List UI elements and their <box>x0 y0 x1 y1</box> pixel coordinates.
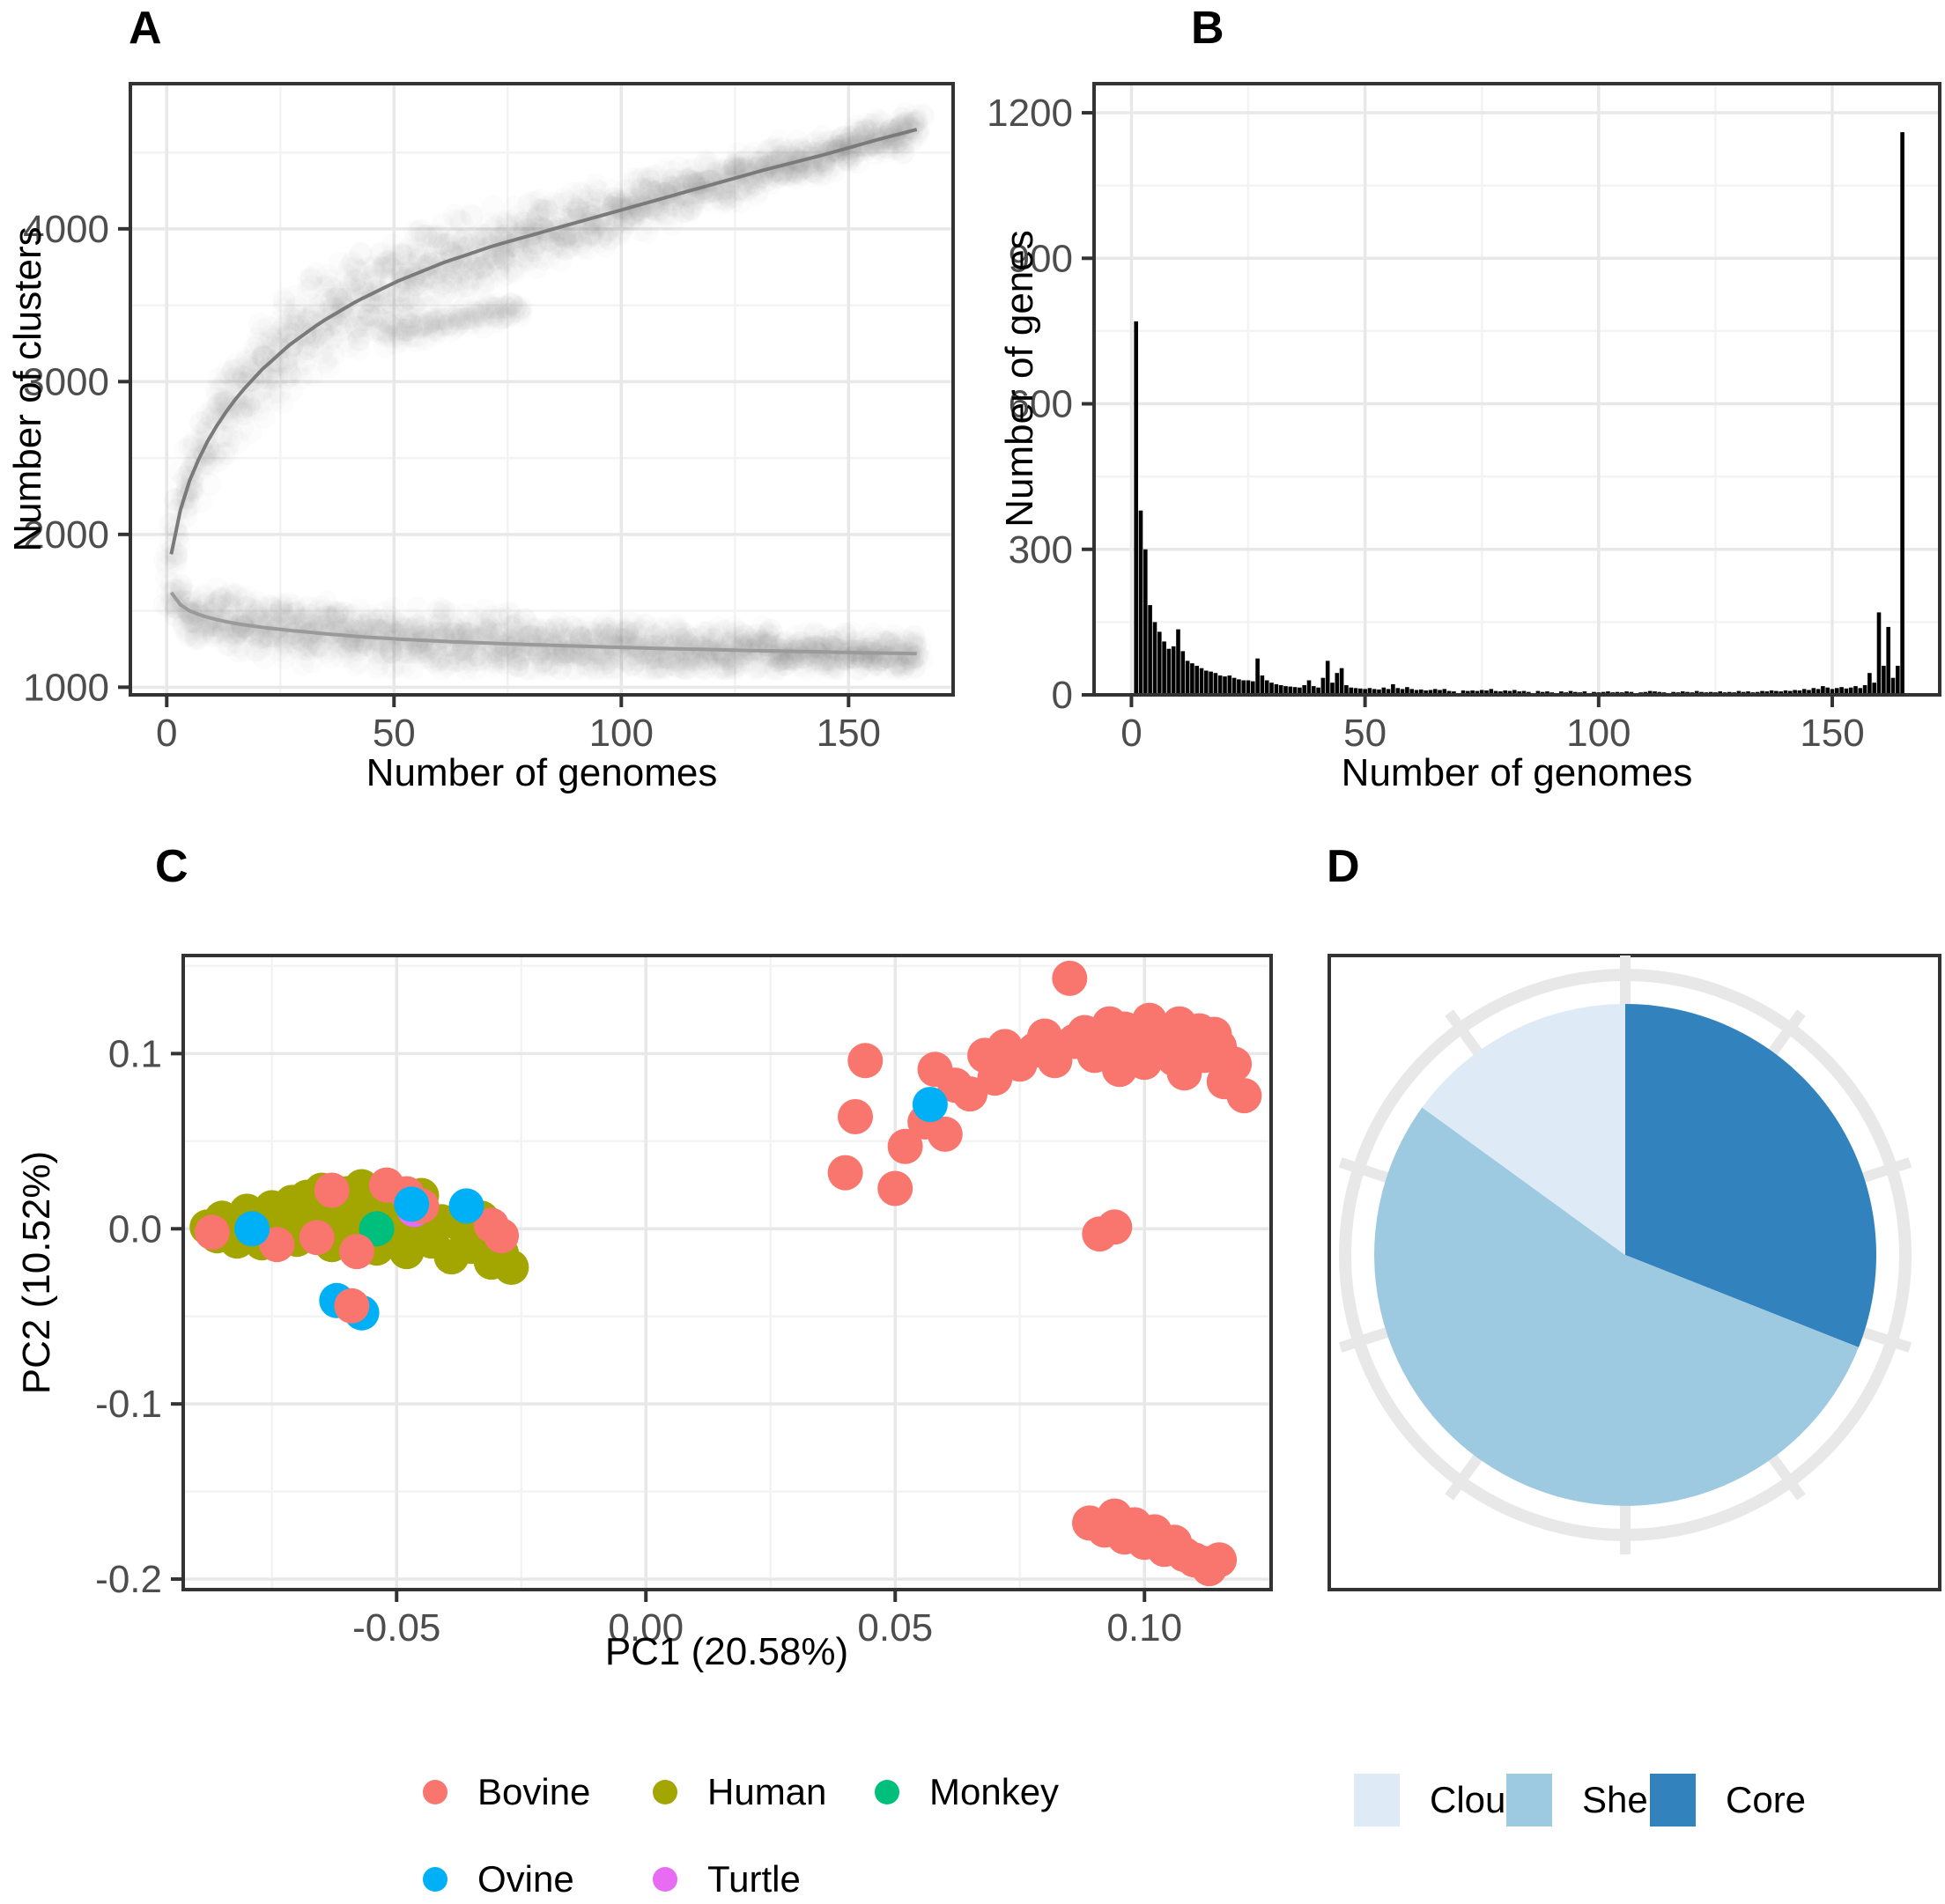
pca-point-bovine <box>1226 1078 1262 1114</box>
core-swatch-icon <box>1650 1774 1696 1827</box>
panel-d-label: D <box>1327 841 1360 892</box>
svg-text:100: 100 <box>1566 712 1631 755</box>
panel-a-panel <box>130 84 953 695</box>
legend-label-monkey: Monkey <box>929 1771 1060 1812</box>
pca-point-bovine <box>334 1288 370 1324</box>
svg-text:0.1: 0.1 <box>108 1032 162 1075</box>
svg-text:3000: 3000 <box>23 360 109 403</box>
svg-text:0.0: 0.0 <box>108 1207 162 1251</box>
legend-item-ovine: Ovine <box>423 1858 574 1900</box>
monkey-dot-icon <box>875 1780 899 1804</box>
pca-point-bovine <box>314 1172 350 1208</box>
svg-text:0.00: 0.00 <box>608 1606 684 1649</box>
legend-item-cloud: Cloud <box>1354 1774 1527 1827</box>
pie-slice-core <box>1625 1004 1877 1347</box>
pca-point-bovine <box>299 1220 335 1256</box>
pca-point-bovine <box>1217 1046 1253 1082</box>
pie-slice-cloud <box>1422 1004 1625 1255</box>
pca-point-bovine <box>484 1218 520 1254</box>
svg-text:1200: 1200 <box>987 92 1073 135</box>
panel-a-fitted-curves <box>169 128 918 656</box>
svg-text:100: 100 <box>589 712 654 755</box>
panel-b-axes: 0 50 100 150 0 300 600 900 1200 <box>987 82 1941 755</box>
svg-text:900: 900 <box>1009 237 1073 280</box>
pca-point-bovine <box>927 1116 963 1152</box>
panel-c-points <box>189 960 1262 1587</box>
legend-item-monkey: Monkey <box>875 1771 1059 1813</box>
panel-d-pie <box>1374 1004 1877 1506</box>
human-dot-icon <box>653 1780 677 1804</box>
panel-b-y-axis-title: Number of genes <box>998 230 1041 528</box>
svg-text:-0.2: -0.2 <box>95 1558 162 1601</box>
pca-point-bovine <box>877 1170 913 1207</box>
pie-slice-shell <box>1374 1107 1859 1506</box>
svg-text:0: 0 <box>1120 712 1142 755</box>
pca-point-ovine <box>448 1188 484 1224</box>
svg-text:150: 150 <box>1800 712 1864 755</box>
legend-label-turtle: Turtle <box>707 1858 801 1900</box>
panel-b-bars <box>1134 132 1904 696</box>
pca-point-bovine <box>847 1043 884 1079</box>
pca-point-bovine <box>1097 1209 1133 1245</box>
ovine-dot-icon <box>423 1867 447 1892</box>
pca-point-bovine <box>194 1214 230 1251</box>
panel-c-y-axis-title: PC2 (10.52%) <box>15 1150 58 1395</box>
pca-point-human <box>493 1250 529 1285</box>
svg-text:0.05: 0.05 <box>857 1606 933 1649</box>
pca-point-bovine <box>1202 1542 1238 1578</box>
pca-point-bovine <box>339 1234 374 1270</box>
legend-item-core: Core <box>1650 1774 1807 1827</box>
pca-point-bovine <box>1052 960 1088 996</box>
shell-swatch-icon <box>1506 1774 1552 1827</box>
svg-text:300: 300 <box>1009 528 1073 572</box>
svg-text:2000: 2000 <box>23 513 109 557</box>
pca-point-ovine <box>234 1211 270 1247</box>
pangenome-curve <box>169 128 918 555</box>
svg-text:4000: 4000 <box>23 208 109 251</box>
svg-text:0: 0 <box>156 712 177 755</box>
panel-d-polar-axis-ring <box>1338 956 1912 1554</box>
panel-b-label: B <box>1191 3 1224 54</box>
svg-text:600: 600 <box>1009 383 1073 426</box>
panel-a-x-axis-title: Number of genomes <box>366 751 718 794</box>
panel-a-axes: 0 50 100 150 1000 2000 3000 4000 <box>23 82 955 755</box>
svg-text:0: 0 <box>1052 674 1073 717</box>
cloud-swatch-icon <box>1354 1774 1400 1827</box>
legend-label-core: Core <box>1726 1779 1807 1820</box>
core-genome-curve <box>169 591 917 656</box>
legend-item-turtle: Turtle <box>653 1858 801 1900</box>
pca-point-ovine <box>394 1186 430 1222</box>
svg-text:50: 50 <box>373 712 416 755</box>
legend-item-bovine: Bovine <box>423 1771 590 1813</box>
legend-label-ovine: Ovine <box>477 1858 574 1900</box>
legend-item-shell: Shell <box>1506 1774 1664 1827</box>
bovine-dot-icon <box>423 1780 447 1804</box>
pca-point-bovine <box>887 1128 923 1164</box>
panel-b-panel <box>1094 84 1940 695</box>
panel-c-x-axis-title: PC1 (20.58%) <box>604 1630 849 1673</box>
svg-text:150: 150 <box>817 712 881 755</box>
panel-c-axes: -0.05 0.00 0.05 0.10 0.1 0.0 -0.1 -0.2 <box>95 954 1273 1649</box>
svg-text:0.10: 0.10 <box>1106 1606 1182 1649</box>
svg-text:50: 50 <box>1343 712 1387 755</box>
panel-a-label: A <box>129 3 162 54</box>
panel-a-y-axis-title: Number of clusters <box>6 226 49 552</box>
pca-point-monkey <box>359 1211 395 1247</box>
panel-c-label: C <box>155 841 189 892</box>
legend-label-human: Human <box>707 1771 827 1812</box>
turtle-dot-icon <box>653 1867 677 1892</box>
pca-point-bovine <box>827 1155 863 1191</box>
pca-point-ovine <box>912 1087 948 1123</box>
svg-text:-0.05: -0.05 <box>352 1606 440 1649</box>
svg-text:1000: 1000 <box>23 666 109 709</box>
svg-text:-0.1: -0.1 <box>95 1383 162 1426</box>
panel-b-x-axis-title: Number of genomes <box>1341 751 1693 794</box>
legend-label-bovine: Bovine <box>477 1771 591 1812</box>
pca-point-bovine <box>838 1099 873 1134</box>
legend-item-human: Human <box>653 1771 826 1813</box>
